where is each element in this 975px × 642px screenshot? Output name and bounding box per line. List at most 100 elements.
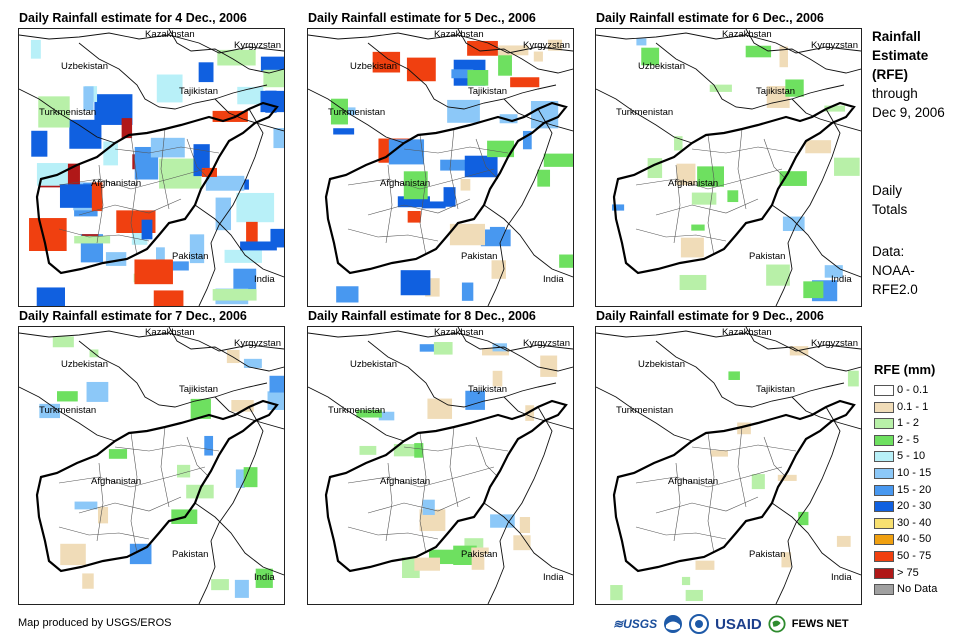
rainfall-cells: [330, 39, 573, 303]
rainfall-cell: [547, 39, 563, 51]
province-border: [707, 432, 715, 554]
map-label-turkmenistan: Turkmenistan: [39, 107, 96, 118]
legend-label: 1 - 2: [897, 417, 920, 430]
country-border: [745, 327, 861, 372]
usgs-logo: ≋USGS: [613, 617, 658, 631]
rainfall-cell: [231, 400, 254, 412]
legend-swatch: [874, 467, 894, 479]
province-border: [403, 444, 509, 452]
rainfall-cell: [777, 474, 797, 481]
country-border: [745, 29, 861, 74]
rainfall-cell: [121, 118, 133, 139]
rainfall-cell: [330, 98, 348, 125]
rainfall-cell: [217, 49, 256, 66]
map-label-pakistan: Pakistan: [172, 251, 208, 262]
map-label-tajikistan: Tajikistan: [756, 384, 795, 395]
map-label-tajikistan: Tajikistan: [468, 384, 507, 395]
province-border: [96, 462, 104, 542]
legend-swatch: [874, 451, 894, 463]
map-label-uzbekistan: Uzbekistan: [638, 359, 685, 370]
side-totals-line: Daily: [872, 183, 903, 198]
legend-swatch: [874, 418, 894, 430]
rainfall-cell: [86, 381, 109, 402]
rainfall-cell: [359, 445, 377, 455]
map-label-kyrgyzstan: Kyrgyzstan: [811, 338, 858, 349]
rainfall-cells: [356, 342, 558, 579]
rainfall-cell: [540, 355, 558, 377]
province-border: [419, 134, 427, 256]
rainfall-cell: [333, 128, 355, 135]
rainfall-cell: [710, 450, 728, 457]
rainfall-cell: [69, 119, 102, 149]
province-border: [419, 432, 427, 554]
fews-net-logo: FEWS NET: [791, 618, 849, 630]
rainfall-cell: [543, 153, 573, 167]
map-label-india: India: [831, 274, 852, 285]
fews-globe-icon: [768, 615, 786, 633]
province-border: [160, 128, 170, 210]
legend-swatch: [874, 385, 894, 396]
rainfall-cell: [201, 167, 217, 177]
rainfall-cell: [824, 265, 843, 278]
map-label-kazakhstan: Kazakhstan: [434, 327, 484, 338]
map-label-afghanistan: Afghanistan: [668, 476, 718, 487]
legend-label: No Data: [897, 583, 938, 596]
legend-swatch: [874, 534, 894, 546]
country-border: [19, 386, 116, 442]
province-border: [58, 228, 150, 242]
rainfall-cell: [263, 69, 284, 88]
province-border: [130, 134, 138, 256]
rainfall-cell: [226, 350, 240, 364]
rainfall-cell: [273, 128, 284, 149]
map-label-kyrgyzstan: Kyrgyzstan: [523, 40, 570, 51]
rainfall-cell: [153, 290, 184, 306]
rainfall-cell: [745, 45, 772, 58]
province-border: [130, 432, 138, 554]
side-totals-line: Totals: [872, 202, 908, 217]
country-border: [596, 88, 693, 144]
legend-label: 2 - 5: [897, 433, 920, 446]
map-label-tajikistan: Tajikistan: [756, 86, 795, 97]
country-border: [198, 108, 264, 306]
province-border: [635, 168, 783, 190]
country-border: [198, 406, 264, 604]
legend-swatch: [874, 517, 894, 529]
rainfall-cell: [691, 224, 705, 231]
side-through: through: [872, 86, 918, 101]
rainfall-cell: [237, 86, 264, 105]
legend-label: 10 - 15: [897, 466, 932, 479]
rainfall-cell: [513, 535, 531, 551]
legend-swatch: [874, 401, 894, 413]
rainfall-cell: [205, 175, 245, 191]
map-canvas: Kazakhstan Kyrgyzstan Uzbekistan Tajikistan…: [19, 327, 284, 604]
country-border: [503, 98, 573, 132]
rainfall-cell: [83, 86, 94, 111]
country-border: [655, 42, 845, 110]
rainfall-cell: [406, 57, 436, 82]
side-title-line: Estimate: [872, 48, 929, 63]
map-canvas: Kazakhstan Kyrgyzstan Uzbekistan Tajikistan…: [596, 29, 861, 306]
country-border: [775, 108, 841, 306]
rainfall-cell: [674, 136, 683, 151]
map-label-turkmenistan: Turkmenistan: [328, 405, 385, 416]
rainfall-cell: [641, 47, 660, 66]
rainfall-map: Kazakhstan Kyrgyzstan Uzbekistan Tajikistan…: [307, 28, 574, 307]
rainfall-cell: [785, 79, 804, 97]
country-border: [308, 386, 405, 442]
province-border: [367, 198, 471, 216]
rainfall-cell: [162, 261, 189, 271]
legend-swatch: [874, 584, 894, 596]
rainfall-cell: [91, 182, 103, 212]
map-label-turkmenistan: Turkmenistan: [39, 405, 96, 416]
side-data-line: NOAA-: [872, 263, 915, 278]
side-date: Dec 9, 2006: [872, 105, 945, 120]
rainfall-cell: [492, 370, 503, 387]
rainfall-map: Kazakhstan Kyrgyzstan Uzbekistan Tajikistan…: [18, 28, 285, 307]
panel-title: Daily Rainfall estimate for 6 Dec., 2006: [596, 11, 824, 25]
rainfall-cell: [414, 443, 424, 458]
rainfall-cell: [59, 184, 97, 208]
map-canvas: Kazakhstan Kyrgyzstan Uzbekistan Tajikistan…: [19, 29, 284, 306]
map-label-turkmenistan: Turkmenistan: [328, 107, 385, 118]
rainfall-cell: [215, 197, 232, 231]
map-label-pakistan: Pakistan: [461, 251, 497, 262]
